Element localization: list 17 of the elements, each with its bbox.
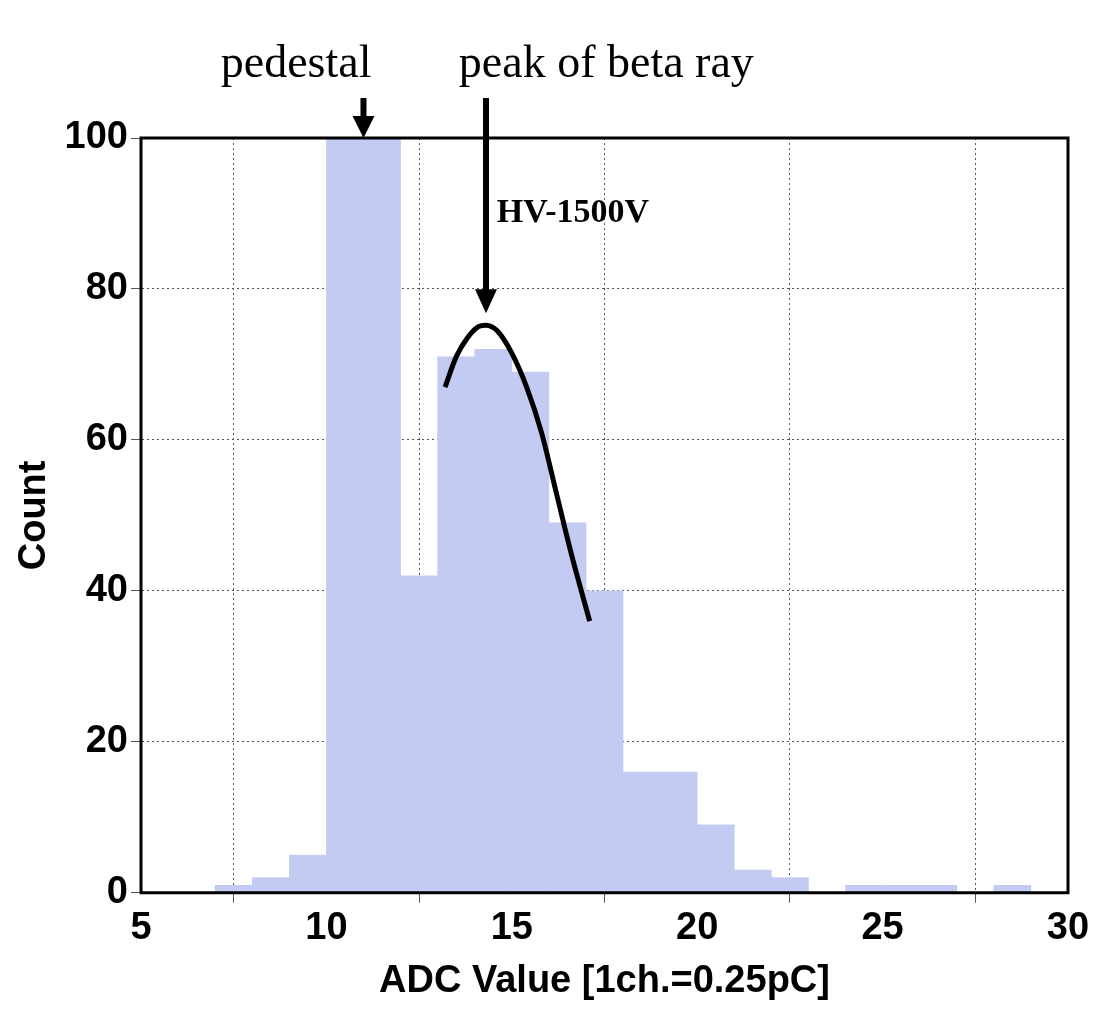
annotation: pedestal [220,36,372,88]
text: peak of beta ray [458,36,754,88]
x-tick-label: 20 [676,905,719,948]
x-tick-label: 5 [130,905,152,948]
x-tick-label: 15 [490,905,533,948]
y-tick-label: 100 [64,114,128,157]
y-tick-label: 60 [85,416,128,459]
x-tick-label: 25 [861,905,904,948]
annotation: HV-1500V [496,192,650,230]
x-tick-label: 30 [1046,905,1090,948]
y-tick-label: 0 [106,869,128,912]
y-tick-label: 80 [85,265,128,308]
y-tick-label: 40 [85,567,128,610]
x-axis-title: ADC Value [1ch.=0.25pC] [379,957,830,1000]
y-tick-label: 20 [85,718,128,761]
y-axis-title: Count [11,460,54,571]
x-tick-label: 10 [305,905,348,948]
